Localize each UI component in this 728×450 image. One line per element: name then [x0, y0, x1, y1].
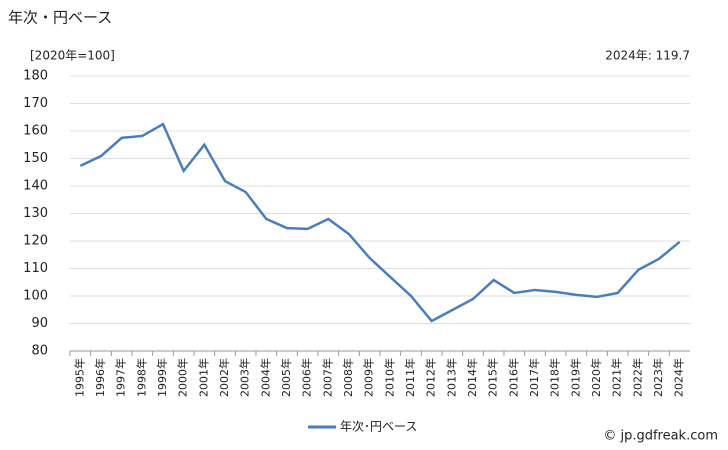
- x-tick-label: 2018年: [548, 358, 562, 397]
- x-tick-label: 2010年: [382, 358, 396, 397]
- x-tick-label: 1997年: [114, 358, 128, 397]
- x-tick-label: 2012年: [424, 358, 438, 397]
- chart-title: 年次・円ベース: [8, 9, 112, 27]
- data-line: [79, 122, 681, 323]
- y-tick-label: 170: [23, 96, 48, 111]
- y-tick-label: 130: [23, 206, 48, 221]
- x-tick-label: 2021年: [610, 358, 624, 397]
- credit: © jp.gdfreak.com: [603, 429, 718, 444]
- y-tick-label: 100: [23, 289, 48, 304]
- x-tick-label: 2011年: [403, 358, 417, 397]
- x-tick-label: 2020年: [589, 358, 603, 397]
- y-tick-label: 150: [23, 151, 48, 166]
- x-tick-label: 1996年: [93, 358, 107, 397]
- x-tick-label: 1999年: [155, 358, 169, 397]
- x-tick-label: 2005年: [279, 358, 293, 397]
- x-tick-label: 2017年: [527, 358, 541, 397]
- x-tick-label: 2014年: [465, 358, 479, 397]
- y-tick-label: 90: [31, 316, 48, 331]
- x-tick-label: 2003年: [238, 358, 252, 397]
- x-tick-label: 2004年: [258, 358, 272, 397]
- x-tick-label: 2000年: [176, 358, 190, 397]
- x-tick-label: 2008年: [341, 358, 355, 397]
- x-tick-label: 2001年: [196, 358, 210, 397]
- y-tick-label: 80: [31, 344, 48, 359]
- x-tick-label: 1995年: [72, 358, 86, 397]
- y-tick-label: 160: [23, 124, 48, 139]
- x-tick-label: 2007年: [320, 358, 334, 397]
- x-tick-label: 1998年: [134, 358, 148, 397]
- x-tick-label: 2023年: [651, 358, 665, 397]
- x-tick-label: 2013年: [444, 358, 458, 397]
- x-tick-label: 2016年: [506, 358, 520, 397]
- x-tick-label: 2015年: [486, 358, 500, 397]
- unit-label: [2020年=100]: [30, 49, 115, 63]
- x-tick-label: 2006年: [300, 358, 314, 397]
- x-tick-label: 2009年: [362, 358, 376, 397]
- legend-label: 年次･円ベース: [340, 420, 417, 434]
- y-tick-label: 120: [23, 234, 48, 249]
- x-tick-label: 2022年: [630, 358, 644, 397]
- annotation: 2024年: 119.7: [605, 49, 690, 63]
- x-tick-label: 2019年: [568, 358, 582, 397]
- y-tick-label: 140: [23, 179, 48, 194]
- y-tick-label: 110: [23, 261, 48, 276]
- x-tick-label: 2024年: [672, 358, 686, 397]
- x-tick-label: 2002年: [217, 358, 231, 397]
- y-tick-label: 180: [23, 69, 48, 84]
